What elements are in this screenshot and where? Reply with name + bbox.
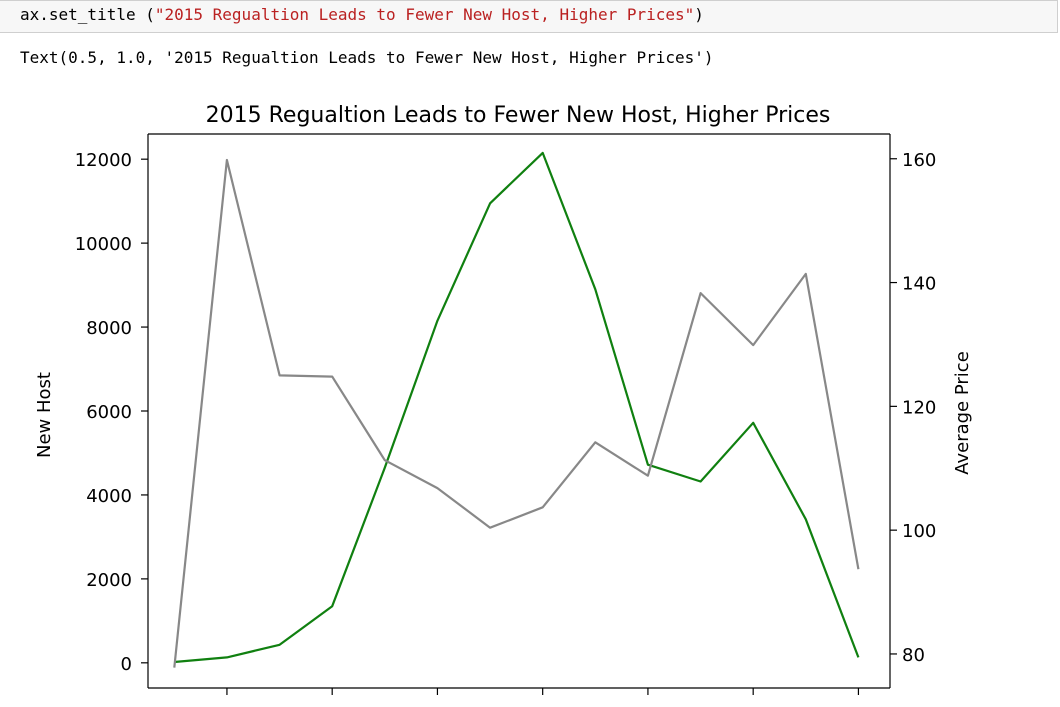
y-tick-label-left: 4000 <box>86 486 132 507</box>
y-tick-label-right: 160 <box>902 150 936 171</box>
y-axis-label-right: Average Price <box>952 351 973 475</box>
y-tick-label-left: 12000 <box>75 150 132 171</box>
series-layer <box>173 151 860 668</box>
code-cell[interactable]: ax.set_title ("2015 Regualtion Leads to … <box>0 0 1058 33</box>
y-tick-label-right: 120 <box>902 397 936 418</box>
y-tick-label-left: 6000 <box>86 402 132 423</box>
chart-title: 2015 Regualtion Leads to Fewer New Host,… <box>206 103 831 128</box>
ticks-layer: 0 2000 4000 6000 8000 10000 12000 80 100 120 140 16… <box>75 150 936 695</box>
new-host-series-line <box>174 151 860 664</box>
axes-layer <box>147 133 891 689</box>
y-tick-label-left: 2000 <box>86 570 132 591</box>
y-tick-label-right: 100 <box>902 521 936 542</box>
y-tick-label-left: 10000 <box>75 234 132 255</box>
y-tick-label-left: 0 <box>121 654 132 675</box>
y-tick-label-left: 8000 <box>86 318 132 339</box>
code-call: ax.set_title ( <box>20 5 155 24</box>
code-string-literal: "2015 Regualtion Leads to Fewer New Host… <box>154 5 695 24</box>
cell-output-text: Text(0.5, 1.0, '2015 Regualtion Leads to… <box>20 48 714 67</box>
code-close-paren: ) <box>694 5 704 24</box>
average-price-series-line <box>173 158 860 668</box>
y-axis-label-left: New Host <box>34 372 55 458</box>
y-tick-label-right: 140 <box>902 274 936 295</box>
y-tick-label-right: 80 <box>902 645 925 666</box>
